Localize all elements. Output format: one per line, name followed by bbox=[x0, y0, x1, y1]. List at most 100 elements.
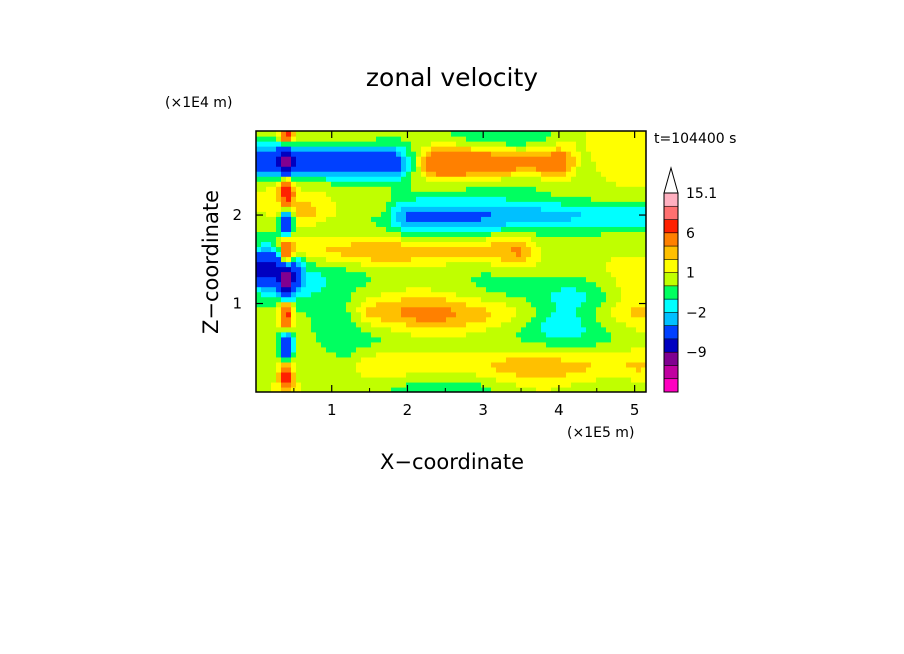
velocity-cell bbox=[621, 211, 627, 217]
velocity-cell bbox=[321, 306, 327, 313]
velocity-cell bbox=[551, 321, 557, 328]
velocity-cell bbox=[421, 371, 427, 378]
velocity-cell bbox=[321, 321, 327, 328]
velocity-cell bbox=[371, 351, 377, 358]
velocity-cell bbox=[521, 246, 527, 253]
velocity-cell bbox=[616, 266, 622, 273]
velocity-cell bbox=[456, 371, 462, 378]
velocity-cell bbox=[631, 176, 637, 182]
velocity-cell bbox=[626, 141, 632, 147]
velocity-cell bbox=[381, 346, 387, 353]
velocity-cell bbox=[616, 251, 622, 258]
velocity-cell bbox=[516, 291, 522, 298]
velocity-cell bbox=[466, 201, 472, 207]
velocity-cell bbox=[391, 361, 397, 368]
velocity-cell bbox=[541, 206, 547, 212]
velocity-cell bbox=[331, 181, 337, 187]
velocity-cell bbox=[361, 166, 367, 172]
velocity-cell bbox=[361, 131, 367, 137]
velocity-cell bbox=[576, 351, 582, 358]
velocity-cell bbox=[321, 206, 327, 212]
velocity-cell bbox=[576, 216, 582, 222]
velocity-cell bbox=[476, 326, 482, 333]
velocity-cell bbox=[356, 166, 362, 172]
velocity-cell bbox=[441, 176, 447, 182]
velocity-cell bbox=[301, 351, 307, 358]
velocity-cell bbox=[336, 366, 342, 373]
velocity-cell bbox=[561, 286, 567, 293]
velocity-cell bbox=[441, 221, 447, 227]
velocity-cell bbox=[561, 331, 567, 338]
velocity-cell bbox=[266, 151, 272, 157]
velocity-cell bbox=[411, 351, 417, 358]
velocity-cell bbox=[616, 211, 622, 217]
velocity-cell bbox=[561, 246, 567, 253]
velocity-cell bbox=[306, 371, 312, 378]
velocity-cell bbox=[256, 376, 262, 383]
velocity-cell bbox=[551, 186, 557, 192]
velocity-cell bbox=[391, 151, 397, 157]
velocity-cell bbox=[346, 176, 352, 182]
velocity-cell bbox=[531, 291, 537, 298]
velocity-cell bbox=[351, 176, 357, 182]
velocity-cell bbox=[601, 386, 607, 392]
velocity-cell bbox=[336, 161, 342, 167]
velocity-cell bbox=[636, 136, 642, 142]
velocity-cell bbox=[341, 206, 347, 212]
velocity-cell bbox=[576, 191, 582, 197]
velocity-cell bbox=[521, 226, 527, 232]
velocity-cell bbox=[546, 221, 552, 227]
velocity-cell bbox=[531, 176, 537, 182]
velocity-cell bbox=[426, 201, 432, 207]
velocity-cell bbox=[491, 321, 497, 328]
velocity-cell bbox=[376, 346, 382, 353]
velocity-cell bbox=[346, 141, 352, 147]
velocity-cell bbox=[266, 246, 272, 253]
velocity-cell bbox=[581, 211, 587, 217]
velocity-cell bbox=[491, 316, 497, 323]
velocity-cell bbox=[396, 366, 402, 373]
velocity-cell bbox=[316, 316, 322, 323]
velocity-cell bbox=[556, 361, 562, 368]
velocity-cell bbox=[296, 226, 302, 232]
velocity-cell bbox=[526, 246, 532, 253]
velocity-cell bbox=[526, 236, 532, 243]
velocity-cell bbox=[611, 211, 617, 217]
velocity-cell bbox=[626, 206, 632, 212]
velocity-cell bbox=[266, 341, 272, 348]
velocity-cell bbox=[456, 171, 462, 177]
velocity-cell bbox=[596, 311, 602, 318]
velocity-cell bbox=[496, 176, 502, 182]
velocity-cell bbox=[511, 346, 517, 353]
velocity-cell bbox=[616, 301, 622, 308]
velocity-cell bbox=[491, 166, 497, 172]
velocity-cell bbox=[466, 281, 472, 288]
velocity-cell bbox=[331, 221, 337, 227]
velocity-cell bbox=[271, 266, 277, 273]
velocity-cell bbox=[411, 321, 417, 328]
velocity-cell bbox=[521, 236, 527, 243]
velocity-cell bbox=[591, 141, 597, 147]
velocity-cell bbox=[356, 131, 362, 137]
velocity-cell bbox=[366, 151, 372, 157]
velocity-cell bbox=[501, 366, 507, 373]
velocity-cell bbox=[606, 166, 612, 172]
velocity-cell bbox=[411, 141, 417, 147]
velocity-cell bbox=[256, 161, 262, 167]
velocity-cell bbox=[596, 201, 602, 207]
velocity-cell bbox=[616, 181, 622, 187]
velocity-cell bbox=[576, 186, 582, 192]
velocity-cell bbox=[316, 166, 322, 172]
velocity-cell bbox=[491, 331, 497, 338]
velocity-cell bbox=[391, 186, 397, 192]
velocity-cell bbox=[306, 286, 312, 293]
velocity-cell bbox=[486, 361, 492, 368]
velocity-cell bbox=[581, 316, 587, 323]
velocity-cell bbox=[296, 221, 302, 227]
velocity-cell bbox=[611, 156, 617, 162]
velocity-cell bbox=[526, 181, 532, 187]
velocity-cell bbox=[606, 376, 612, 383]
velocity-cell bbox=[351, 351, 357, 358]
velocity-cell bbox=[356, 176, 362, 182]
velocity-cell bbox=[381, 291, 387, 298]
